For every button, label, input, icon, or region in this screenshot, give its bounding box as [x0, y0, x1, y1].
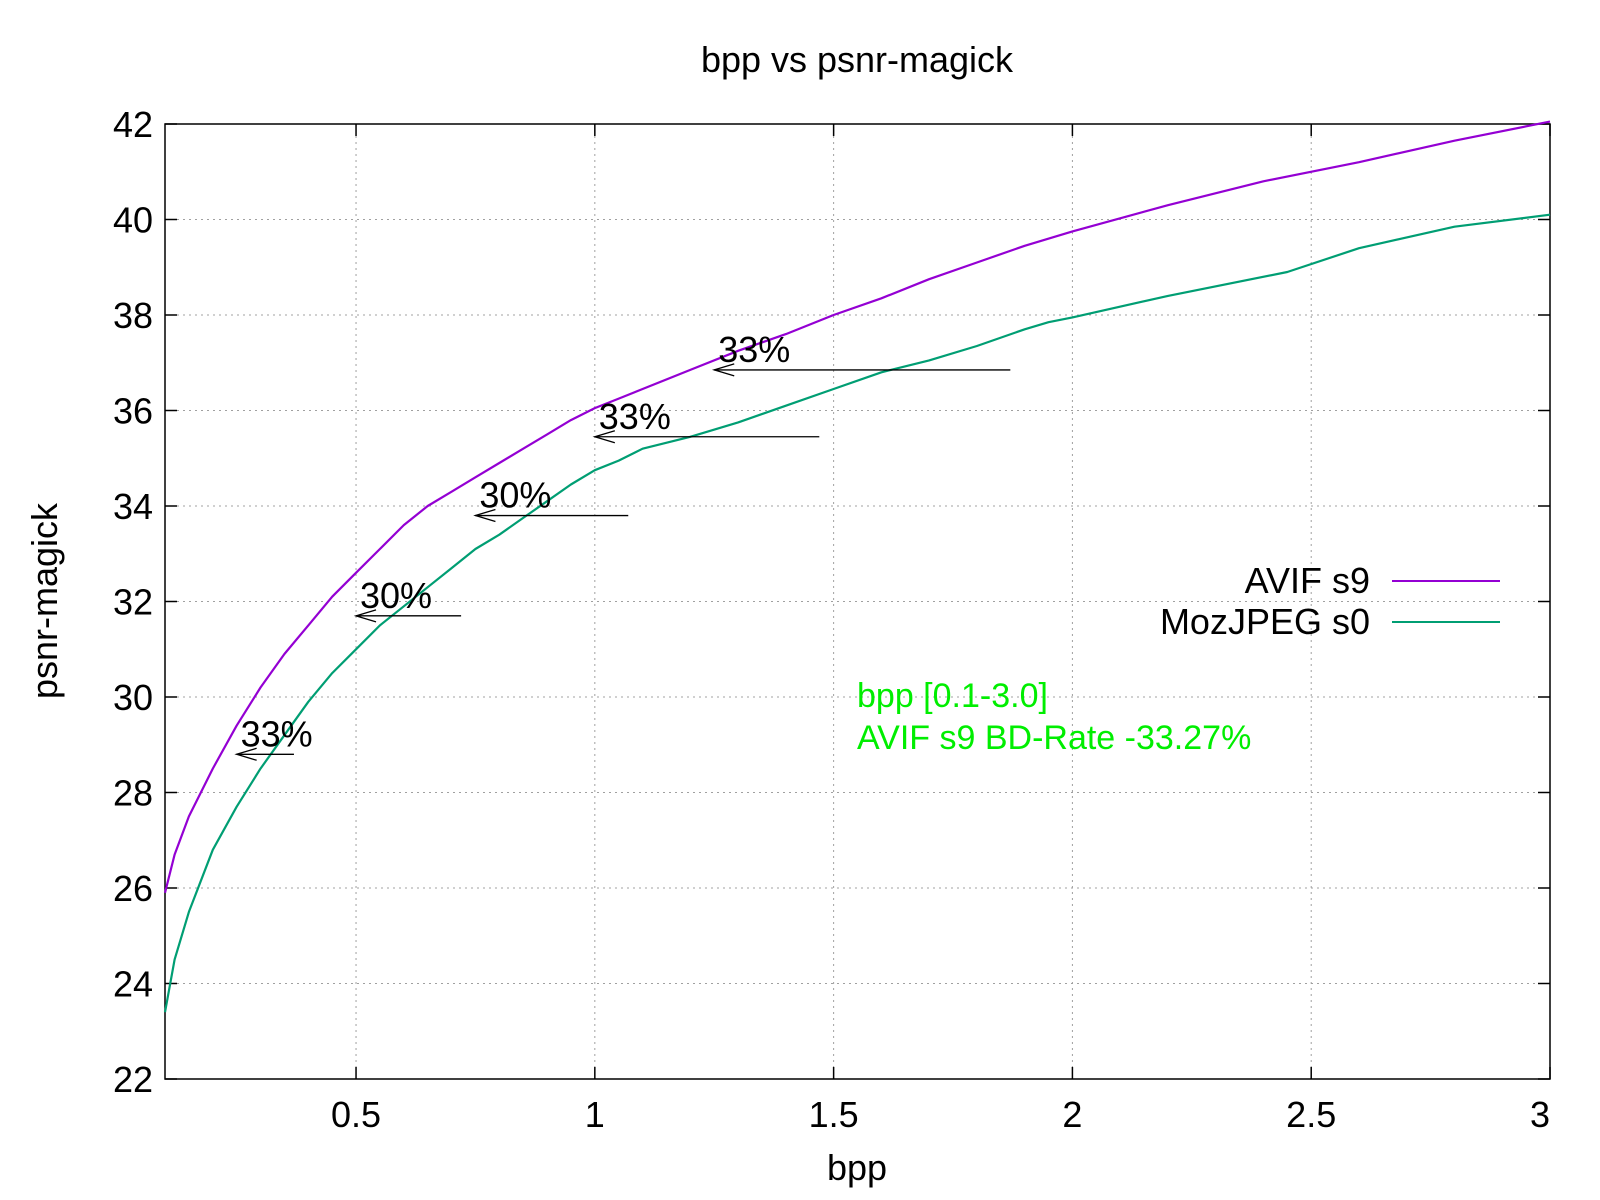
y-tick-label: 42	[113, 104, 153, 145]
y-tick-label: 22	[113, 1059, 153, 1100]
legend: AVIF s9 MozJPEG s0	[1160, 560, 1500, 642]
y-tick-label: 26	[113, 868, 153, 909]
y-tick-label: 24	[113, 964, 153, 1005]
annotation-arrowhead	[234, 747, 257, 761]
annotation-arrowhead	[353, 609, 377, 623]
chart-title: bpp vs psnr-magick	[701, 39, 1014, 80]
annotation-arrowhead	[473, 508, 496, 523]
x-tick-label: 1.5	[809, 1094, 859, 1135]
y-tick-label: 28	[113, 773, 153, 814]
note-bpp-range: bpp [0.1-3.0]	[857, 677, 1048, 715]
annotation-label: 33%	[599, 396, 671, 437]
x-tick-label: 0.5	[331, 1094, 381, 1135]
series	[163, 120, 1551, 1013]
annotation-arrowhead	[711, 363, 735, 377]
y-tick-label: 36	[113, 391, 153, 432]
annotations: 33% 30% 30% 33% 33%	[234, 329, 1011, 761]
x-tick-label: 3	[1530, 1094, 1550, 1135]
x-tick-label: 2.5	[1286, 1094, 1336, 1135]
y-tick-label: 40	[113, 200, 153, 241]
legend-label-avif: AVIF s9	[1245, 560, 1370, 601]
series-line-avif-s9	[163, 120, 1551, 894]
note-bd-rate: AVIF s9 BD-Rate -33.27%	[857, 719, 1251, 757]
annotation-arrowhead	[592, 430, 616, 444]
ticks: 22 24 26 28 30 32 34 36 38 40 42 0.5 1 1.5 2 2.5 3	[113, 104, 1551, 1135]
series-line-mozjpeg-s0	[163, 213, 1551, 1013]
y-tick-label: 38	[113, 295, 153, 336]
y-axis-label: psnr-magick	[24, 502, 65, 699]
x-tick-label: 1	[585, 1094, 605, 1135]
legend-label-mozjpeg: MozJPEG s0	[1160, 601, 1370, 642]
x-tick-label: 2	[1062, 1094, 1082, 1135]
y-tick-label: 34	[113, 486, 153, 527]
y-tick-label: 32	[113, 582, 153, 623]
y-tick-label: 30	[113, 677, 153, 718]
x-axis-label: bpp	[827, 1147, 887, 1188]
annotation-label: 33%	[718, 329, 790, 370]
annotation-label: 30%	[479, 475, 551, 516]
bd-rate-note: bpp [0.1-3.0] AVIF s9 BD-Rate -33.27%	[857, 677, 1251, 757]
annotation-label: 30%	[360, 575, 432, 616]
annotation-label: 33%	[241, 713, 313, 754]
